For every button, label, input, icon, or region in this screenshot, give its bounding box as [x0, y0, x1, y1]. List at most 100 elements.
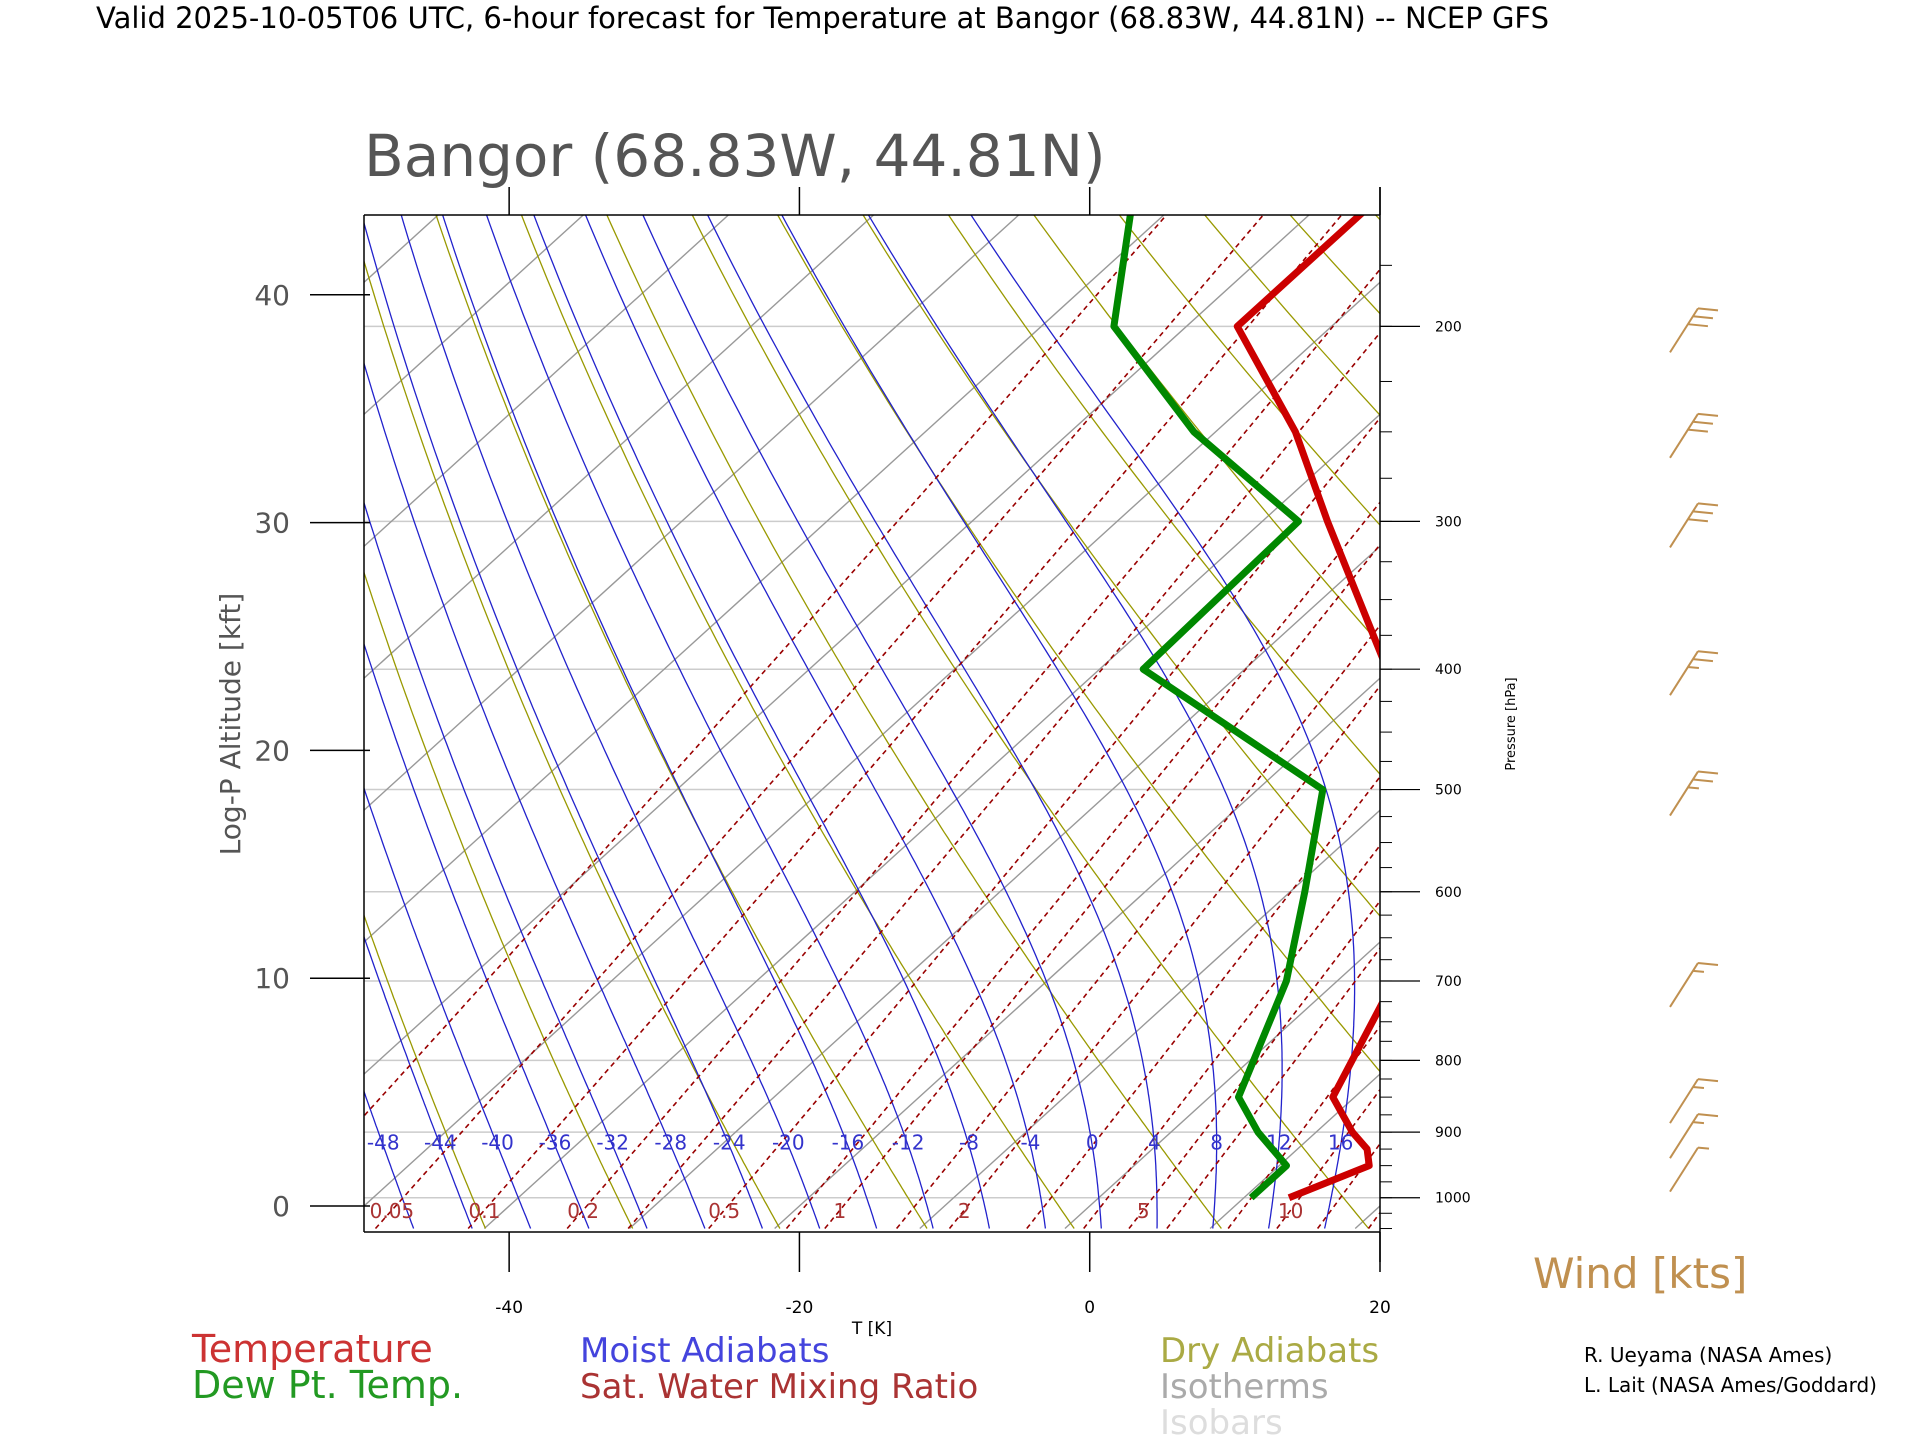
moist-adiabat-label: -8: [959, 1131, 979, 1155]
x-tick-label: -20: [786, 1298, 814, 1318]
dry-adiabat-line: [862, 215, 1380, 918]
dry-adiabat-lines: [364, 197, 1920, 1229]
wind-barb-flag: [1692, 658, 1714, 663]
pressure-tick-label: 1000: [1435, 1191, 1471, 1207]
isotherm-line: [1646, 197, 1920, 1229]
dry-adiabat-line: [691, 215, 1370, 1229]
dry-adiabat-line: [364, 570, 634, 1229]
wind-barb-flag: [1697, 770, 1719, 775]
dry-adiabat-line: [1527, 197, 1920, 1229]
wind-barb-half-flag: [1697, 1146, 1710, 1150]
wind-barb-half-flag: [1687, 666, 1700, 670]
moist-adiabat-label: 8: [1210, 1131, 1223, 1155]
wind-label: Wind [kts]: [1533, 1249, 1747, 1298]
wind-barb-flag: [1697, 650, 1719, 655]
moist-adiabat-label: -12: [892, 1131, 925, 1155]
y-tick-label: 0: [272, 1190, 290, 1223]
isotherm-line: [919, 809, 1380, 1230]
wind-barb-staff: [1669, 650, 1699, 696]
isotherm-line: [1064, 941, 1380, 1230]
wind-barb: [1669, 307, 1719, 353]
isotherm-line: [0, 197, 313, 1229]
wind-barb-flag: [1687, 518, 1709, 523]
moist-adiabat-line: [364, 935, 473, 1229]
moist-adiabat-label: 4: [1148, 1131, 1161, 1155]
pressure-axis-label: Pressure [hPa]: [1504, 677, 1519, 770]
wind-barb: [1669, 412, 1719, 459]
moist-adiabat-line: [781, 215, 1218, 1229]
isotherm-line: [1354, 1205, 1380, 1230]
moist-adiabat-label: -24: [713, 1131, 746, 1155]
dry-adiabat-line: [364, 259, 781, 1229]
dry-adiabat-line: [606, 215, 1222, 1229]
mixing-ratio-line: [467, 215, 1343, 1230]
guide-line-labels: -48 -44 -40 -36 -32 -28 -24 -20 -16 -12 -8 -4 0 4 8 12 1…: [367, 1131, 1353, 1223]
mixing-ratio-label: 5: [1137, 1199, 1150, 1223]
mixing-ratio-line: [566, 268, 1380, 1230]
moist-adiabat-label: -44: [424, 1131, 457, 1155]
isotherm-line: [0, 197, 23, 1229]
moist-adiabat-label: -20: [772, 1131, 805, 1155]
wind-barb-flag: [1692, 315, 1714, 320]
isotherm-line: [364, 215, 730, 548]
mixing-ratio-lines: [364, 197, 1920, 1230]
y-tick-label: 20: [254, 734, 290, 767]
dry-adiabat-line: [1203, 215, 1380, 417]
legend-dewpoint: Dew Pt. Temp.: [192, 1363, 463, 1407]
moist-adiabat-label: 16: [1328, 1131, 1353, 1155]
mixing-ratio-label: 0.1: [468, 1199, 500, 1223]
y-tick-label: 40: [254, 279, 290, 312]
dry-adiabat-line: [1696, 197, 1920, 1229]
moist-adiabat-label: -48: [367, 1131, 400, 1155]
wind-barbs: [1669, 307, 1719, 1193]
wind-barb: [1669, 1078, 1719, 1124]
x-tick-label: 20: [1369, 1298, 1391, 1318]
dry-adiabat-line: [1865, 197, 1920, 1229]
mixing-ratio-line: [1026, 775, 1380, 1229]
legend-isobars: Isobars: [1160, 1403, 1283, 1440]
moist-adiabat-line: [867, 215, 1283, 1229]
mixing-ratio-line: [364, 215, 1168, 1118]
wind-barb: [1669, 650, 1719, 696]
mixing-ratio-line: [895, 624, 1380, 1230]
wind-barb-staff: [1669, 307, 1699, 353]
pressure-tick-label: 300: [1435, 514, 1462, 530]
wind-barb-staff: [1669, 1078, 1699, 1124]
isotherm-line: [364, 215, 1165, 944]
wind-barb-flag: [1692, 778, 1714, 783]
mixing-ratio-line: [627, 331, 1380, 1230]
mixing-ratio-line: [948, 684, 1380, 1229]
wind-barb-flag: [1697, 961, 1719, 966]
y-tick-label: 10: [254, 962, 290, 995]
moist-adiabat-line: [970, 215, 1356, 1229]
x-axis-label: T [K]: [851, 1319, 892, 1339]
pressure-tick-label: 600: [1435, 885, 1462, 901]
mixing-ratio-line: [1604, 197, 1920, 1229]
moist-adiabat-line: [485, 215, 934, 1229]
sounding-profiles: [1110, 215, 1380, 1201]
legend-isotherms: Isotherms: [1160, 1367, 1329, 1407]
isotherm-line: [364, 215, 1020, 812]
pressure-tick-label: 900: [1435, 1125, 1462, 1141]
plot-frame: [363, 187, 1381, 1262]
mixing-ratio-line: [1128, 899, 1380, 1229]
pressure-tick-label: 400: [1435, 662, 1462, 678]
moist-adiabat-line: [364, 642, 590, 1229]
mixing-ratio-line: [1227, 1024, 1380, 1229]
wind-barb-flag: [1697, 412, 1719, 417]
pressure-tick-label: 800: [1435, 1053, 1462, 1069]
wind-barb: [1669, 1146, 1710, 1193]
credit-line: L. Lait (NASA Ames/Goddard): [1584, 1373, 1877, 1397]
moist-adiabat-line: [400, 215, 821, 1229]
mixing-ratio-line: [1533, 197, 1920, 1229]
top-title: Valid 2025-10-05T06 UTC, 6-hour forecast…: [96, 1, 1549, 35]
isotherm-line: [774, 677, 1380, 1230]
moist-adiabat-line: [364, 220, 764, 1229]
wind-barb-flag: [1687, 323, 1709, 328]
moist-adiabat-line: [642, 215, 1102, 1229]
legend-mixing-ratio: Sat. Water Mixing Ratio: [580, 1367, 978, 1407]
dry-adiabat-line: [947, 215, 1380, 776]
legend-dry-adiabats: Dry Adiabats: [1160, 1331, 1379, 1371]
moist-adiabat-line: [533, 215, 991, 1229]
temperature-profile-line: [1233, 215, 1380, 1201]
